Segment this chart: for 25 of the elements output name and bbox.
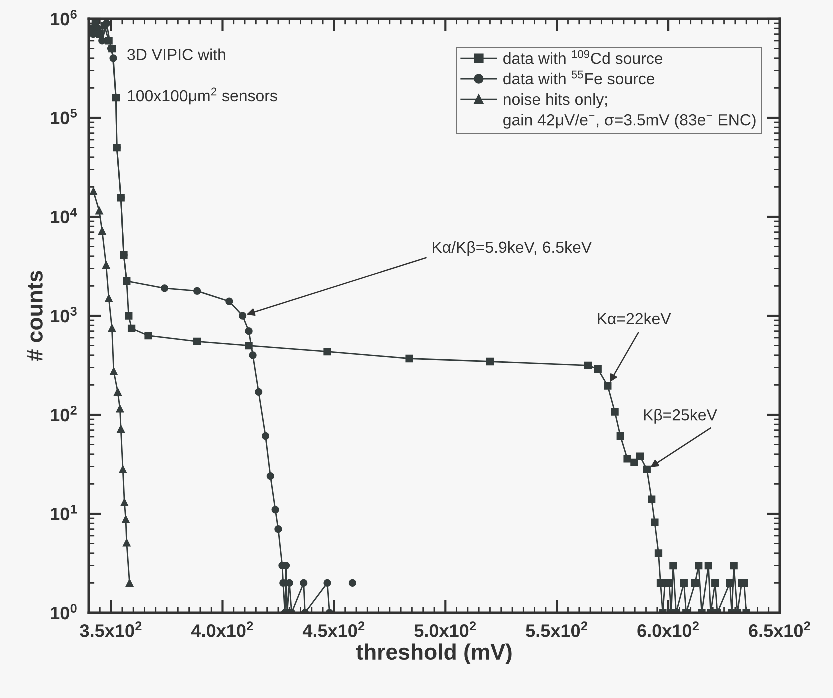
- y-tick-label: 10$^{5}$: [51, 109, 78, 125]
- y-tick-label: 10$^{1}$: [51, 505, 78, 521]
- y-tick-label: 10$^{3}$: [51, 307, 77, 323]
- annotation: 100x100μm$^{2}$ sensors: [128, 88, 278, 105]
- legend-label: noise hits only;: [504, 94, 608, 108]
- annotation: Kα/Kβ=5.9keV, 6.5keV: [433, 241, 592, 256]
- x-tick-label: 4.5x10$^{2}$: [302, 622, 365, 638]
- annotation: 3D VIPIC with: [128, 48, 226, 60]
- x-tick-label: 5.5x10$^{2}$: [526, 622, 588, 638]
- y-tick-label: 10$^{6}$: [51, 10, 77, 26]
- y-tick-label: 10$^{2}$: [51, 406, 77, 422]
- y-axis-title: # counts: [28, 271, 43, 362]
- x-tick-label: 4.0x10$^{2}$: [192, 622, 254, 638]
- x-tick-label: 3.5x10$^{2}$: [80, 622, 142, 638]
- x-tick-label: 6.0x10$^{2}$: [638, 622, 699, 638]
- x-tick-label: 5.0x10$^{2}$: [414, 622, 476, 638]
- y-tick-label: 10$^{4}$: [51, 208, 78, 224]
- y-tick-label: 10$^{0}$: [51, 604, 77, 620]
- legend-label: data with $^{55}$Fe source: [504, 70, 655, 85]
- x-tick-label: 6.5x10$^{2}$: [749, 622, 810, 638]
- x-axis-title: threshold (mV): [356, 644, 512, 664]
- legend-label: data with $^{109}$Cd source: [504, 50, 663, 64]
- annotation: Kβ=25keV: [644, 409, 718, 424]
- annotation: Kα=22keV: [598, 312, 672, 325]
- annotation: gain 42μV/e$^{−}$, σ=3.5mV (83e$^{−}$ ENC): [504, 114, 756, 129]
